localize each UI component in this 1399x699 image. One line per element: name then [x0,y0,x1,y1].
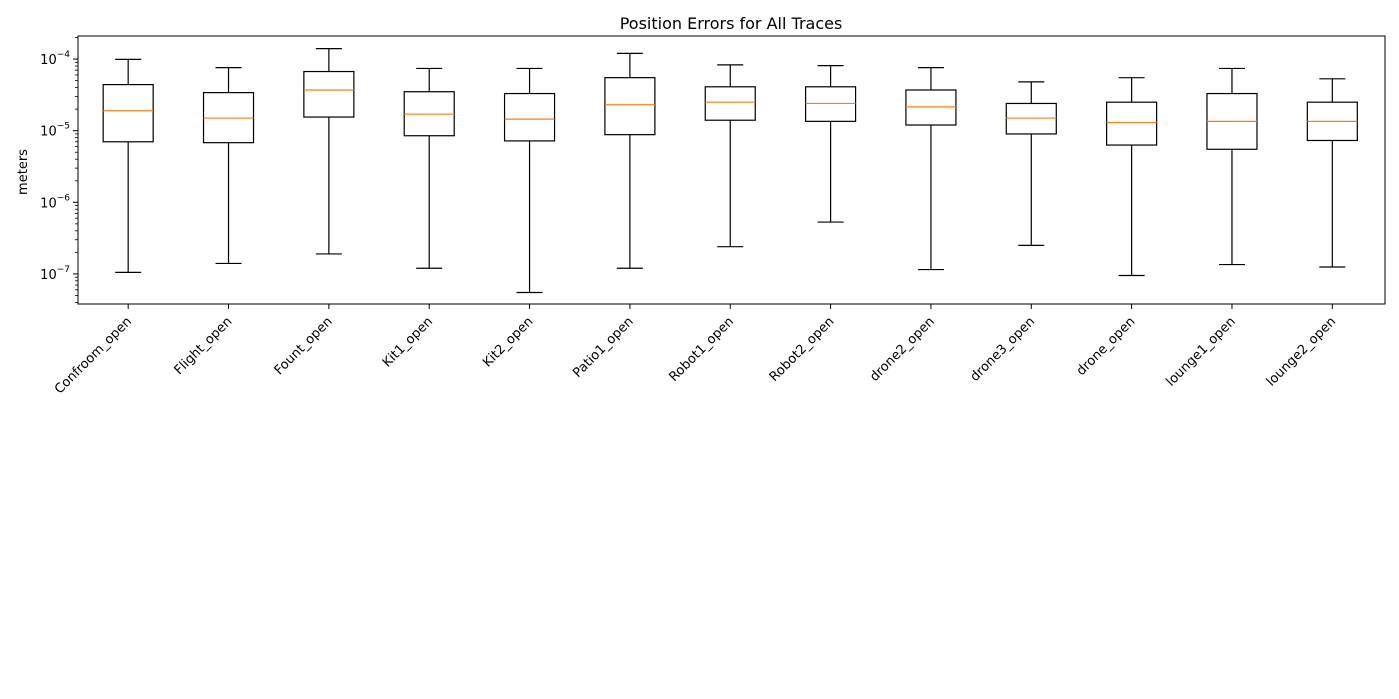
iqr-box [102,84,154,143]
iqr-box [604,77,656,136]
iqr-box [704,86,756,121]
iqr-box [804,86,857,122]
box-lounge1_open [1206,67,1258,266]
iqr-box [1106,101,1158,146]
y-axis-label: meters [16,149,31,195]
box-Confroom_open [102,58,154,273]
box-drone3_open [1005,81,1057,247]
box-Kit1_open [403,67,455,269]
box-Kit2_open [503,67,556,294]
box-Robot1_open [704,64,756,248]
iqr-box [905,89,957,126]
plot-area-frame [77,35,1386,305]
y-tick-label: 10−7 [40,265,70,283]
boxes-layer [102,48,1358,294]
chart-title: Position Errors for All Traces [620,14,843,33]
box-Fount_open [303,48,355,255]
box-drone2_open [905,67,957,271]
iqr-box [303,70,355,118]
y-tick-label: 10−6 [40,193,70,211]
y-tick-label: 10−4 [40,50,70,68]
iqr-box [503,92,556,142]
box-drone_open [1106,77,1158,277]
y-tick-label: 10−5 [40,122,70,140]
box-Flight_open [202,67,255,265]
box-Patio1_open [604,52,656,269]
box-Robot2_open [804,65,857,223]
box-lounge2_open [1306,78,1358,268]
iqr-box [1005,102,1057,135]
